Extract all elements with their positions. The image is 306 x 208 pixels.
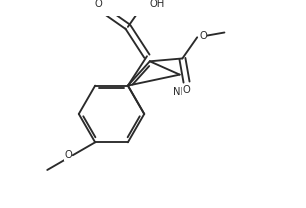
Text: O: O (183, 85, 190, 95)
Text: OH: OH (150, 0, 165, 9)
Text: O: O (64, 150, 72, 160)
Text: O: O (95, 0, 102, 9)
Text: O: O (199, 31, 207, 41)
Text: NH: NH (173, 87, 188, 97)
